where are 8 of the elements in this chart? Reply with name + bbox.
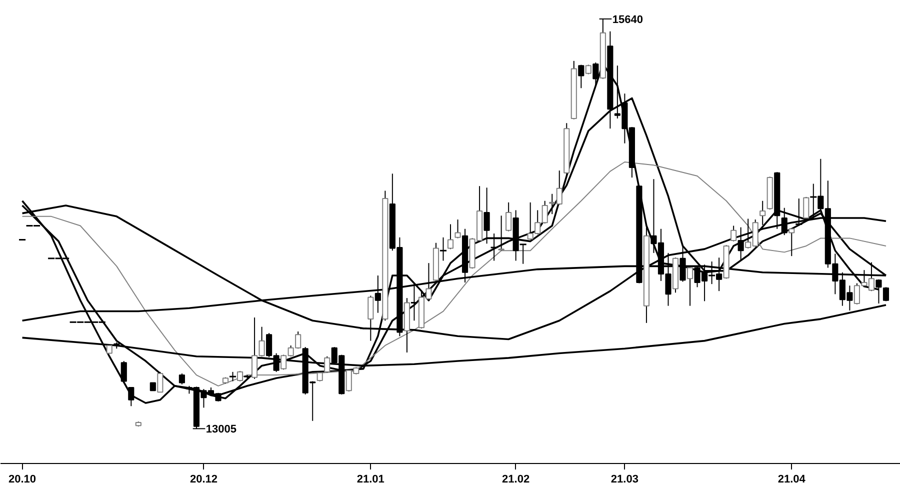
x-tick-label: 20.12: [190, 474, 218, 486]
x-tick-label: 21.03: [610, 474, 638, 486]
x-tick-label: 20.10: [8, 474, 36, 486]
x-tick-label: 21.02: [502, 474, 530, 486]
annotation: 13005: [206, 424, 236, 436]
annotation: 15640: [612, 14, 643, 26]
x-tick-label: 21.04: [778, 474, 806, 486]
x-tick-label: 21.01: [356, 474, 384, 486]
